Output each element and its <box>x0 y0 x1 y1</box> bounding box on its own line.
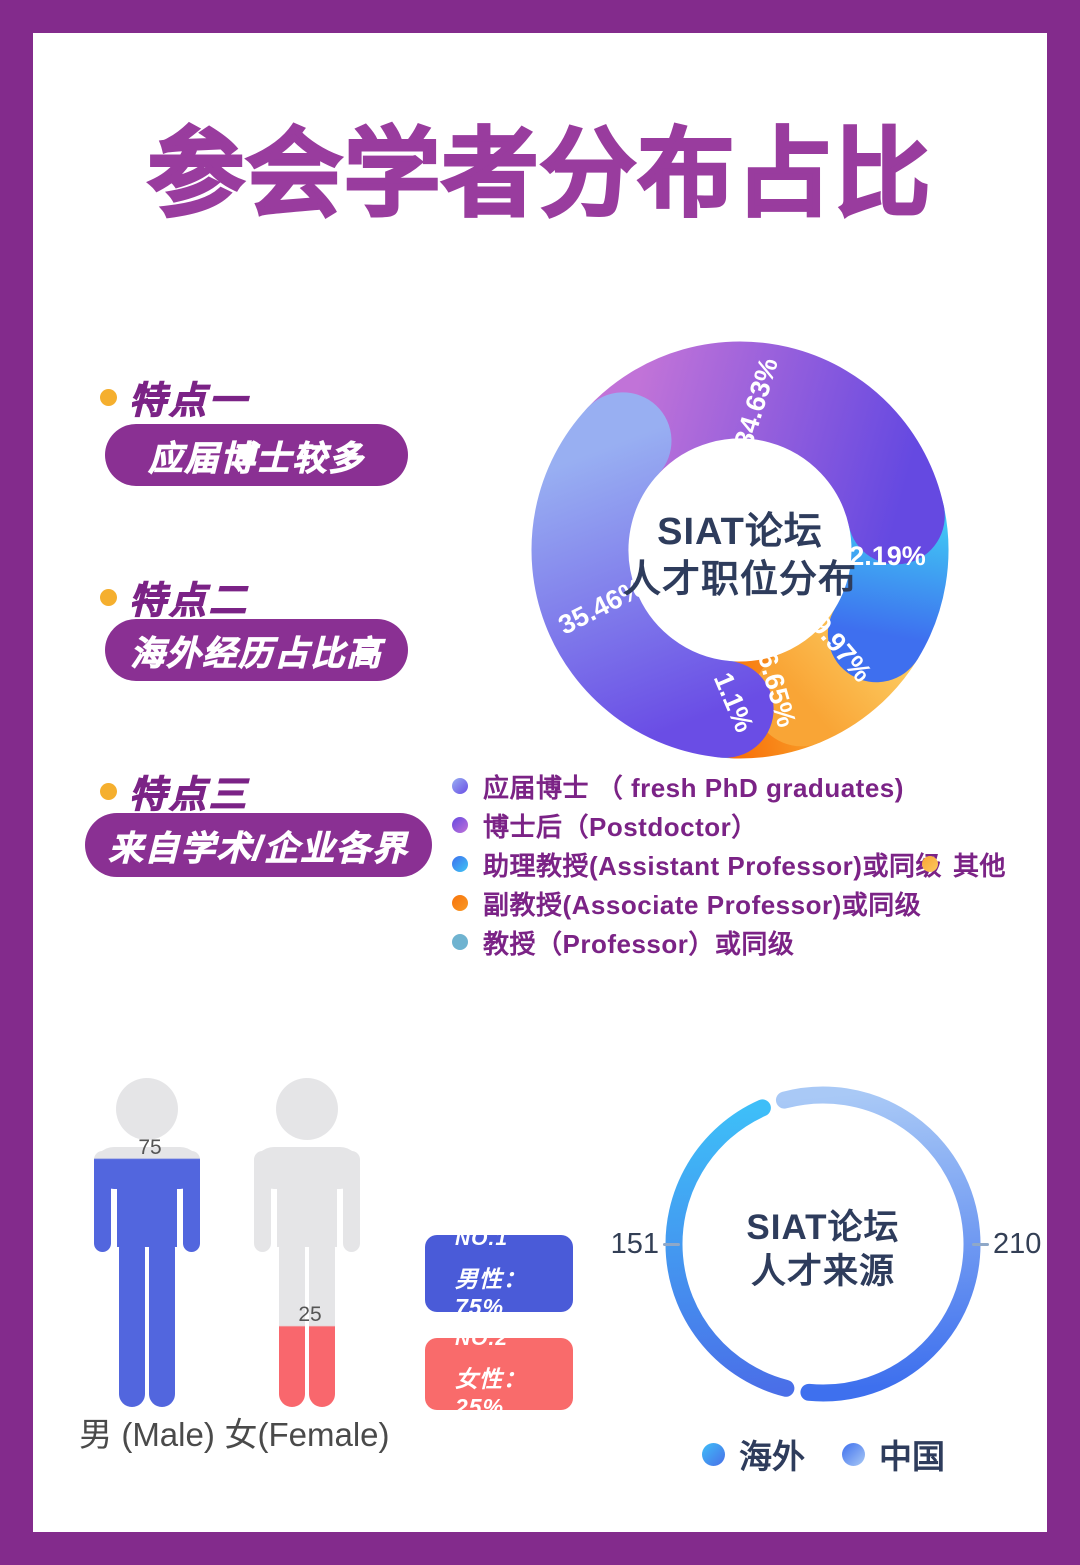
orange-bullet-icon <box>100 588 117 606</box>
female-badge-rank: NO.2 <box>455 1327 509 1350</box>
legend-bullet-icon <box>922 856 938 872</box>
feature-3-heading: 特点三 <box>100 764 249 818</box>
legend-item-assistant: 助理教授(Assistant Professor)或同级 <box>452 848 942 881</box>
male-pictograph: 75 <box>94 1078 200 1407</box>
female-badge-text: 女性： 25% <box>455 1366 527 1420</box>
male-badge-text: 男性： 75% <box>455 1265 527 1320</box>
male-value: 75 <box>138 1136 161 1159</box>
donut-center-title: SIAT论坛 人才职位分布 <box>623 511 857 601</box>
tick-dash <box>972 1243 989 1246</box>
china-tick: 210 <box>968 1228 1041 1261</box>
ring-center-title: SIAT论坛 人才来源 <box>746 1208 899 1291</box>
female-pictograph: 25 <box>254 1078 360 1407</box>
ring-segments <box>665 1086 981 1402</box>
legend-bullet-icon <box>452 778 468 794</box>
legend-bullet-icon <box>452 856 468 872</box>
feature-1-heading-label: 特点一 <box>128 379 249 421</box>
feature-3-pill: 来自学术/企业各界 <box>85 813 432 877</box>
svg-text:人才来源: 人才来源 <box>751 1252 895 1291</box>
legend-item-freshphd: 应届博士 （ fresh PhD graduates) <box>452 770 904 803</box>
legend-bullet-icon <box>452 895 468 911</box>
feature-3-heading-label: 特点三 <box>128 773 249 815</box>
feature-2-pill: 海外经历占比高 <box>105 619 408 681</box>
legend-item-professor: 教授（Professor）或同级 <box>452 926 794 959</box>
orange-bullet-icon <box>100 388 117 406</box>
legend-item-other: 其他 <box>922 848 1006 881</box>
feature-1-pill: 应届博士较多 <box>105 424 408 486</box>
tick-dash <box>663 1243 680 1246</box>
position-donut-chart: 34.63% 12.19% 9.97% 6.65% 1.1% 35.46% SI… <box>531 341 949 759</box>
legend-bullet-icon <box>452 934 468 950</box>
male-silhouette <box>94 1078 200 1407</box>
svg-text:SIAT论坛: SIAT论坛 <box>657 511 823 553</box>
orange-bullet-icon <box>100 782 117 800</box>
legend-item-associate: 副教授(Associate Professor)或同级 <box>452 887 921 920</box>
female-label: 女(Female) <box>224 1416 390 1453</box>
legend-bullet-icon <box>702 1442 725 1466</box>
svg-text:人才职位分布: 人才职位分布 <box>623 559 857 601</box>
feature-1-heading: 特点一 <box>100 370 249 424</box>
overseas-tick: 151 <box>590 1228 684 1261</box>
legend-bullet-icon <box>452 817 468 833</box>
legend-bullet-icon <box>842 1442 865 1466</box>
feature-2-heading: 特点二 <box>100 570 249 624</box>
source-ring-chart: SIAT论坛 人才来源 <box>665 1086 981 1402</box>
legend-item-postdoc: 博士后（Postdoctor） <box>452 809 758 842</box>
segment-label-assistant: 12.19% <box>834 541 926 571</box>
male-label: 男 (Male) <box>79 1416 215 1453</box>
female-value: 25 <box>298 1303 321 1326</box>
feature-2-heading-label: 特点二 <box>128 579 249 621</box>
page-title: 参会学者分布占比 <box>147 120 932 230</box>
male-badge-rank: NO.1 <box>455 1226 509 1250</box>
svg-text:SIAT论坛: SIAT论坛 <box>746 1208 899 1247</box>
donut-segments <box>531 341 949 759</box>
ring-legend-china: 中国 <box>842 1430 945 1478</box>
male-badge: NO.1 男性： 75% <box>425 1227 573 1320</box>
ring-legend-overseas: 海外 <box>702 1430 805 1478</box>
female-silhouette <box>254 1078 360 1407</box>
female-badge: NO.2 女性： 25% <box>425 1327 573 1420</box>
